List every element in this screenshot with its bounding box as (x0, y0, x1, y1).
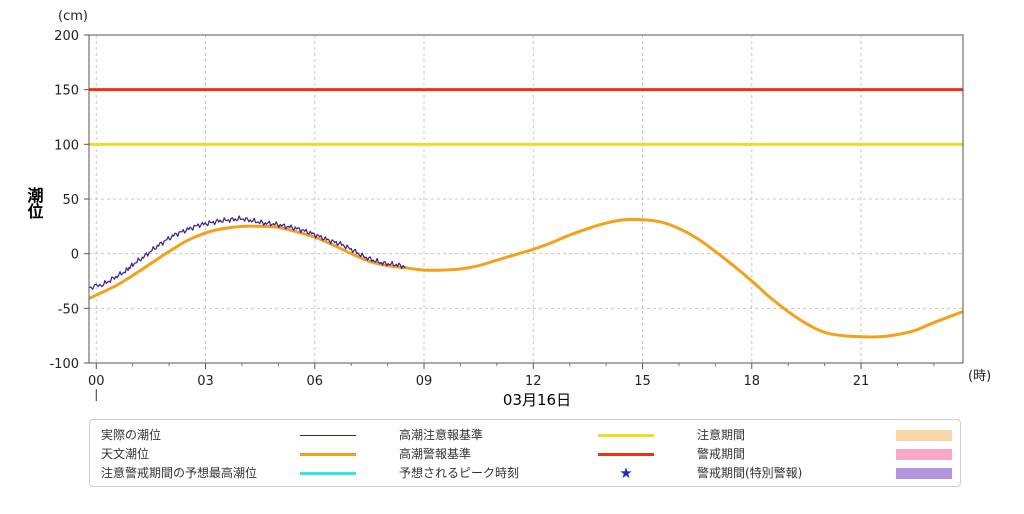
y-axis-title: 潮位 (25, 186, 44, 220)
date-label: 03月16日 (503, 391, 571, 409)
grid (89, 35, 963, 363)
y-tick-label: 100 (54, 138, 79, 153)
legend-swatch-warning-standard (598, 453, 654, 456)
series-actual-tide (88, 215, 406, 290)
y-tick-label: 0 (71, 248, 79, 263)
y-tick-label: -50 (58, 302, 79, 317)
legend-label-warning-period: 警戒期間 (697, 447, 746, 461)
legend-swatch-caution-period (896, 430, 952, 441)
legend-swatch-warning-period (896, 449, 952, 460)
y-unit-label: (cm) (58, 9, 88, 24)
legend-swatch-actual-tide (300, 435, 356, 436)
legend-label-astronomical-tide: 天文潮位 (101, 447, 150, 461)
x-tick-label: 00 (88, 374, 105, 389)
y-tick-label: -100 (49, 357, 79, 372)
legend-swatch-astronomical-tide (300, 453, 356, 456)
legend-row-2: 天文潮位 高潮警報基準 警戒期間 (90, 444, 960, 464)
x-tick-label: 18 (744, 374, 761, 389)
x-tick-label: 12 (525, 374, 542, 389)
legend: 実際の潮位 高潮注意報基準 注意期間 天文潮位 高潮警報基準 警戒期間 注意警戒… (89, 419, 961, 487)
y-axis: 200 150 100 50 0 -50 -100 (49, 29, 89, 372)
series-lines (88, 215, 964, 339)
legend-row-1: 実際の潮位 高潮注意報基準 注意期間 (90, 425, 960, 445)
x-tick-label: 09 (416, 374, 433, 389)
legend-label-peak-time: 予想されるピーク時刻 (399, 466, 520, 480)
legend-row-3: 注意警戒期間の予想最高潮位 予想されるピーク時刻 ★ 警戒期間(特別警報) (90, 463, 960, 483)
y-tick-label: 150 (54, 84, 79, 99)
x-tick-label: 15 (634, 374, 651, 389)
legend-label-advisory-standard: 高潮注意報基準 (399, 428, 484, 442)
x-tick-label: 06 (307, 374, 324, 389)
legend-label-special-warning-period: 警戒期間(特別警報) (697, 466, 803, 480)
legend-swatch-advisory-standard (598, 434, 654, 437)
legend-label-caution-period: 注意期間 (697, 428, 746, 442)
legend-swatch-forecast-max-tide (300, 472, 356, 475)
x-tick-label: 21 (853, 374, 870, 389)
x-tick-label: 03 (197, 374, 214, 389)
legend-label-warning-standard: 高潮警報基準 (399, 447, 472, 461)
legend-label-forecast-max-tide: 注意警戒期間の予想最高潮位 (101, 466, 258, 480)
x-unit-label: (時) (968, 369, 991, 384)
y-tick-label: 50 (62, 193, 79, 208)
legend-swatch-special-warning-period (896, 468, 952, 479)
series-astronomical-tide (88, 217, 964, 339)
plot-frame (88, 34, 964, 364)
star-icon: ★ (619, 464, 633, 482)
x-axis: 00 03 06 09 12 15 18 21 (88, 363, 935, 401)
threshold-lines (89, 88, 963, 146)
y-tick-label: 200 (54, 29, 79, 44)
legend-label-actual-tide: 実際の潮位 (101, 428, 162, 442)
